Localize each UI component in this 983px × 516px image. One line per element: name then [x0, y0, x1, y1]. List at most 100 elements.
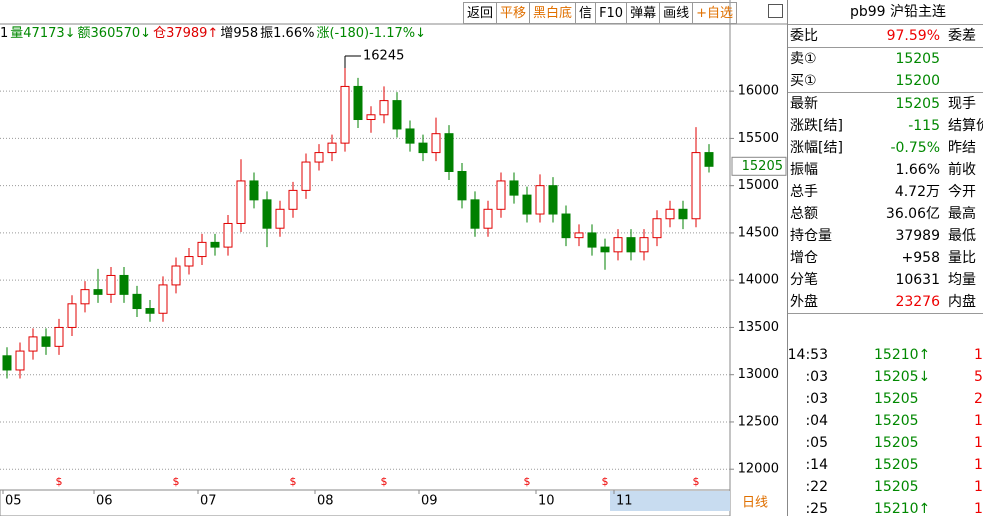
quote-rows: 委比 97.59% 委差 卖① 15205 买① 15200 最新 15205 现手 涨跌[结] -1… — [788, 25, 983, 314]
trade-time: :25 — [805, 501, 828, 516]
toolbar-button[interactable]: 画线 — [660, 2, 694, 24]
candle-body — [210, 241, 220, 248]
toolbar-button[interactable]: 信 — [576, 2, 597, 24]
candle-body — [470, 199, 480, 229]
trade-row: 14:53 15210↑ 1 — [788, 344, 983, 366]
candle-body — [184, 256, 194, 267]
trade-price: 15205 — [874, 413, 919, 429]
trade-row: :03 15205↓ 5 — [788, 366, 983, 388]
candle-body — [197, 241, 207, 258]
candle-body — [496, 180, 506, 210]
trade-time: :22 — [805, 479, 828, 495]
quote-label: 涨跌[结] — [790, 118, 843, 134]
y-tick-label: 15500 — [738, 131, 779, 146]
x-tick-label: 05 — [5, 494, 22, 509]
candle-body — [15, 350, 25, 371]
info-item: 额360570↓ — [77, 26, 152, 41]
trade-price: 15205 — [874, 457, 919, 473]
trade-price: 15205 — [874, 479, 919, 495]
quote-extra: 委差 — [948, 28, 976, 44]
candle-body — [353, 85, 363, 121]
window-icon[interactable] — [768, 4, 783, 18]
candle-body — [158, 284, 168, 314]
x-axis-highlight — [610, 491, 730, 511]
candle-body — [483, 208, 493, 229]
trade-time: 14:53 — [787, 347, 828, 363]
candle-body — [54, 326, 64, 347]
settle-marker: $ — [693, 475, 700, 488]
toolbar: 返回 平移 黑白底信 F10 弹幕 画线 +自选 — [463, 2, 738, 24]
x-tick-label: 11 — [616, 494, 633, 509]
info-item: 1 — [0, 26, 9, 41]
candle-body — [132, 293, 142, 310]
quote-label: 委比 — [790, 28, 818, 44]
settle-marker: $ — [524, 475, 531, 488]
trade-list: 14:53 15210↑ 1:03 15205↓ 5:03 15205 2:04 15205 1… — [788, 344, 983, 516]
quote-row: 最新 15205 现手 — [788, 93, 983, 115]
candle-body — [314, 152, 324, 163]
candle-body — [639, 237, 649, 253]
quote-label: 买① — [790, 73, 817, 89]
y-tick-label: 12500 — [738, 414, 779, 429]
quote-label: 振幅 — [790, 162, 818, 178]
period-label: 日线 — [742, 496, 768, 511]
quote-extra: 今开 — [948, 184, 976, 200]
candle-body — [119, 274, 129, 295]
candle-body — [678, 208, 688, 220]
quote-extra: 最高 — [948, 206, 976, 222]
trade-time: :04 — [805, 413, 828, 429]
quote-panel: pb99 沪铅主连 委比 97.59% 委差 卖① 15205 买① 15200 最新 1520… — [787, 0, 983, 516]
toolbar-button[interactable]: 弹幕 — [627, 2, 661, 24]
quote-value: -115 — [908, 118, 940, 134]
trade-volume: 1 — [974, 435, 983, 451]
candle-body — [28, 336, 38, 352]
quote-extra: 最低 — [948, 228, 976, 244]
info-line: 1 量47173↓ 额360570↓ 仓37989↑ 增958 振1.66% 涨(-180)… — [0, 24, 428, 44]
settle-marker: $ — [381, 475, 388, 488]
y-tick-label: 12000 — [738, 462, 779, 477]
trade-price: 15205 — [874, 391, 919, 407]
candle-body — [288, 189, 298, 210]
quote-extra: 前收 — [948, 162, 976, 178]
x-tick-label: 06 — [96, 494, 113, 509]
toolbar-button[interactable]: +自选 — [693, 2, 738, 24]
toolbar-button[interactable]: 返回 — [464, 2, 498, 24]
x-tick-label: 10 — [538, 494, 555, 509]
quote-row: 委比 97.59% 委差 — [788, 25, 983, 48]
candle-body — [67, 303, 77, 328]
candle-body — [574, 232, 584, 239]
candle-body — [80, 289, 90, 305]
quote-label: 涨幅[结] — [790, 140, 843, 156]
trade-price: 15210↑ — [874, 501, 931, 516]
y-tick-label: 16000 — [738, 84, 779, 99]
toolbar-button[interactable]: 黑白底 — [530, 2, 577, 24]
trade-row: :03 15205 2 — [788, 388, 983, 410]
candle-body — [106, 274, 116, 295]
quote-value: 1.66% — [895, 162, 940, 178]
quote-extra: 量比 — [948, 250, 976, 266]
toolbar-button[interactable]: F10 — [596, 2, 628, 24]
quote-label: 持仓量 — [790, 228, 832, 244]
candle-body — [392, 100, 402, 130]
settle-marker: $ — [290, 475, 297, 488]
candle-body — [548, 185, 558, 215]
candle-body — [431, 133, 441, 154]
trade-row: :04 15205 1 — [788, 410, 983, 432]
trade-volume: 5 — [974, 369, 983, 385]
trade-row: :25 15210↑ 1 — [788, 498, 983, 516]
quote-row: 增仓 +958 量比 — [788, 247, 983, 269]
candle-body — [93, 289, 103, 295]
candle-body — [249, 180, 259, 201]
candle-body — [145, 308, 155, 314]
y-tick-label: 14500 — [738, 225, 779, 240]
x-tick-label: 07 — [200, 494, 217, 509]
quote-title: pb99 沪铅主连 — [788, 0, 983, 25]
info-item: 涨(-180)-1.17%↓ — [316, 26, 426, 41]
quote-label: 分笔 — [790, 272, 818, 288]
info-item: 仓37989↑ — [153, 26, 219, 41]
quote-label: 最新 — [790, 96, 818, 112]
trade-row: :14 15205 1 — [788, 454, 983, 476]
trade-price: 15205↓ — [874, 369, 931, 385]
toolbar-button[interactable]: 平移 — [497, 2, 531, 24]
quote-value: 37989 — [895, 228, 940, 244]
